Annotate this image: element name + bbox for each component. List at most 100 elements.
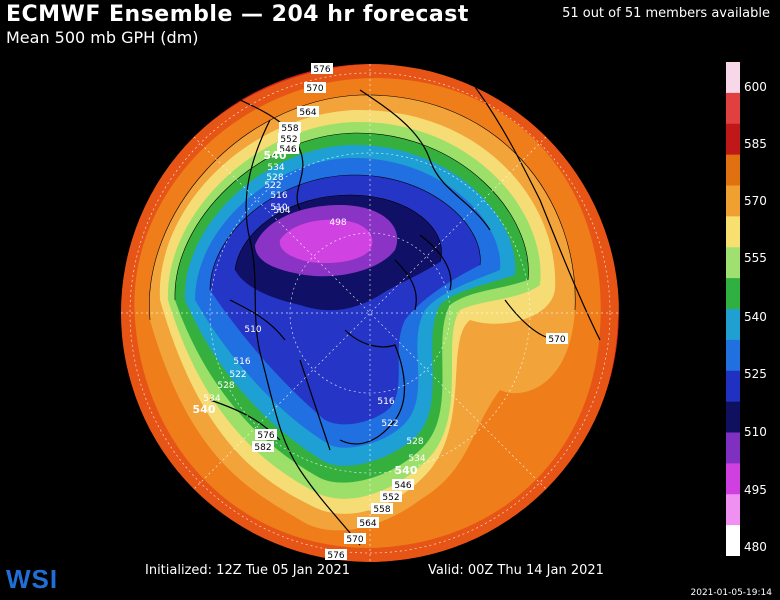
svg-text:534: 534 xyxy=(408,454,425,464)
svg-text:534: 534 xyxy=(267,163,284,173)
contour-label: 504 xyxy=(273,206,290,216)
contour-label: 528 xyxy=(266,173,283,183)
svg-text:564: 564 xyxy=(299,108,316,118)
colorbar-swatch xyxy=(726,185,740,217)
colorbar-label: 600 xyxy=(744,80,767,94)
svg-text:528: 528 xyxy=(217,381,234,391)
svg-text:510: 510 xyxy=(270,203,287,213)
svg-text:504: 504 xyxy=(273,206,290,216)
contour-label: 576 xyxy=(325,549,347,561)
chart-title: ECMWF Ensemble — 204 hr forecast xyxy=(6,2,469,27)
contour-label: 498 xyxy=(329,218,346,228)
contour-label: 528 xyxy=(217,381,234,391)
svg-text:552: 552 xyxy=(280,135,297,145)
svg-text:546: 546 xyxy=(279,145,296,155)
initialized-time: Initialized: 12Z Tue 05 Jan 2021 xyxy=(145,563,351,578)
contour-label: 552 xyxy=(278,133,300,145)
contour-label: 570 xyxy=(304,82,326,94)
svg-text:558: 558 xyxy=(373,505,390,515)
contour-label: 540 xyxy=(264,149,287,162)
svg-text:564: 564 xyxy=(359,519,376,529)
svg-text:498: 498 xyxy=(329,218,346,228)
svg-text:522: 522 xyxy=(229,370,246,380)
colorbar-label: 570 xyxy=(744,194,767,208)
svg-text:576: 576 xyxy=(313,65,330,75)
contour-label: 570 xyxy=(344,533,366,545)
colorbar-swatch xyxy=(726,370,740,403)
colorbar-swatch xyxy=(726,216,740,248)
contour-label: 534 xyxy=(203,394,220,404)
contour-label: 558 xyxy=(279,122,301,134)
contour-label: 564 xyxy=(297,106,319,118)
colorbar-swatch xyxy=(726,525,740,556)
svg-text:570: 570 xyxy=(306,84,323,94)
contour-label: 558 xyxy=(371,503,393,515)
contour-label: 528 xyxy=(406,437,423,447)
colorbar-label: 510 xyxy=(744,425,767,439)
contour-label: 582 xyxy=(252,441,274,453)
svg-text:570: 570 xyxy=(548,335,565,345)
contour-label: 516 xyxy=(233,357,250,367)
colorbar-swatch xyxy=(726,247,740,279)
colorbar-swatch xyxy=(726,154,740,186)
svg-text:528: 528 xyxy=(266,173,283,183)
svg-text:552: 552 xyxy=(382,493,399,503)
contour-label: 552 xyxy=(380,491,402,503)
svg-text:576: 576 xyxy=(327,551,344,561)
contour-label: 540 xyxy=(193,403,216,416)
members-available: 51 out of 51 members available xyxy=(562,6,770,21)
colorbar-swatch xyxy=(726,62,740,94)
svg-text:540: 540 xyxy=(264,149,287,162)
contour-label: 546 xyxy=(392,479,414,491)
contour-label: 522 xyxy=(264,181,281,191)
colorbar-swatch xyxy=(726,401,740,433)
colorbar-label: 525 xyxy=(744,367,767,381)
colorbar-swatch xyxy=(726,494,740,526)
svg-text:528: 528 xyxy=(406,437,423,447)
contour-label: 534 xyxy=(408,454,425,464)
contour-label: 522 xyxy=(381,419,398,429)
svg-text:534: 534 xyxy=(203,394,220,404)
colorbar-label: 480 xyxy=(744,540,767,554)
svg-text:516: 516 xyxy=(270,191,287,201)
contour-label: 576 xyxy=(311,63,333,75)
svg-text:546: 546 xyxy=(394,481,411,491)
svg-text:540: 540 xyxy=(193,403,216,416)
timestamp: 2021-01-05-19:14 xyxy=(690,588,773,598)
contour-label: 546 xyxy=(277,143,299,155)
contour-label: 510 xyxy=(244,325,261,335)
contour-label: 570 xyxy=(546,333,568,345)
valid-time: Valid: 00Z Thu 14 Jan 2021 xyxy=(428,563,604,578)
colorbar-swatch xyxy=(726,463,740,495)
colorbar-swatch xyxy=(726,339,740,372)
contour-label: 516 xyxy=(377,397,394,407)
contour-label: 576 xyxy=(255,429,277,441)
contour-labels: 576 570 564 558 552 546 540 534 528 522 … xyxy=(193,63,568,561)
colorbar-label: 555 xyxy=(744,251,767,265)
chart-subtitle: Mean 500 mb GPH (dm) xyxy=(6,28,199,47)
svg-text:522: 522 xyxy=(264,181,281,191)
svg-text:582: 582 xyxy=(254,443,271,453)
contour-label: 516 xyxy=(270,191,287,201)
contour-label: 522 xyxy=(229,370,246,380)
svg-text:510: 510 xyxy=(244,325,261,335)
colorbar-label: 585 xyxy=(744,137,767,151)
wsi-logo: WSI xyxy=(6,564,59,594)
contour-label: 534 xyxy=(267,163,284,173)
svg-text:570: 570 xyxy=(346,535,363,545)
svg-text:516: 516 xyxy=(233,357,250,367)
svg-text:558: 558 xyxy=(281,124,298,134)
contour-label: 564 xyxy=(357,517,379,529)
colorbar xyxy=(726,62,740,556)
contour-label: 510 xyxy=(270,203,287,213)
contour-label: 540 xyxy=(395,464,418,477)
svg-text:516: 516 xyxy=(377,397,394,407)
colorbar-swatch xyxy=(726,432,740,464)
svg-text:522: 522 xyxy=(381,419,398,429)
colorbar-swatch xyxy=(726,123,740,156)
colorbar-label: 540 xyxy=(744,310,767,324)
colorbar-swatch xyxy=(726,92,740,125)
svg-text:540: 540 xyxy=(395,464,418,477)
svg-text:576: 576 xyxy=(257,431,274,441)
